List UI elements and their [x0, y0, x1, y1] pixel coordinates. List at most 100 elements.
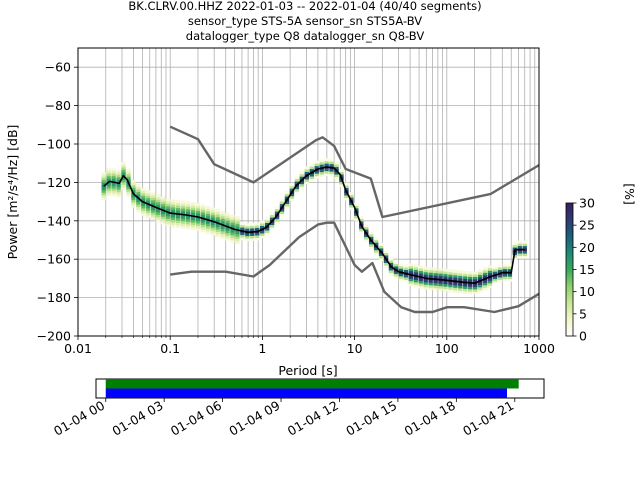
density-cell: [438, 283, 443, 287]
density-cell: [146, 195, 151, 199]
density-cell: [487, 267, 493, 271]
density-cell: [225, 220, 230, 224]
density-cell: [294, 181, 300, 185]
timeline-bar: [105, 379, 519, 389]
density-cell: [354, 205, 359, 209]
density-cell: [472, 288, 478, 292]
density-cell: [383, 249, 389, 253]
density-cell: [522, 250, 527, 254]
density-cell: [136, 204, 141, 208]
density-cell: [195, 212, 201, 216]
density-cell: [418, 283, 423, 287]
density-cell: [438, 268, 443, 272]
density-cell: [378, 245, 384, 249]
density-cell: [482, 282, 488, 286]
density-cell: [492, 268, 498, 272]
density-cell: [294, 186, 300, 190]
density-cell: [339, 181, 344, 185]
density-cell: [170, 216, 176, 220]
density-cell: [225, 237, 230, 241]
density-cell: [299, 186, 305, 190]
density-cell: [423, 266, 428, 270]
density-cell: [190, 227, 196, 231]
density-cell: [433, 275, 438, 279]
density-cell: [344, 185, 349, 189]
density-cell: [463, 290, 468, 294]
density-cell: [324, 163, 329, 167]
density-cell: [235, 216, 240, 220]
density-cell: [319, 164, 324, 168]
density-cell: [324, 170, 329, 174]
density-cell: [190, 204, 196, 208]
density-cell: [477, 281, 483, 285]
density-cell: [255, 224, 260, 228]
density-cell: [443, 273, 448, 277]
density-cell: [507, 278, 513, 282]
density-cell: [141, 190, 146, 194]
density-cell: [101, 182, 106, 186]
density-cell: [121, 181, 126, 185]
density-cell: [472, 273, 478, 277]
density-cell: [240, 234, 245, 238]
density-cell: [393, 270, 399, 274]
density-cell: [146, 200, 151, 204]
density-cell: [146, 192, 151, 196]
density-cell: [428, 284, 433, 288]
noise-model-high-line: [169, 125, 540, 219]
density-cell: [373, 239, 379, 243]
density-cell: [433, 272, 438, 276]
density-cell: [160, 206, 166, 210]
density-cell: [408, 275, 413, 279]
density-cell: [126, 171, 131, 175]
density-cell: [205, 213, 210, 217]
density-cell: [433, 270, 438, 274]
density-cell: [111, 188, 116, 192]
density-cell: [477, 284, 483, 288]
colorbar-tick-label: 0: [579, 329, 587, 344]
density-cell: [418, 268, 423, 272]
density-cell: [121, 164, 126, 168]
x-tick-label: 10: [347, 341, 363, 356]
density-cell: [314, 175, 319, 179]
density-cell: [255, 234, 260, 238]
density-cell: [151, 202, 156, 206]
density-cell: [101, 177, 106, 181]
density-cell: [106, 168, 111, 172]
density-cell: [512, 257, 518, 261]
density-cell: [121, 176, 126, 180]
density-cell: [185, 208, 191, 212]
density-cell: [438, 288, 443, 292]
density-cell: [299, 173, 305, 177]
density-cell: [180, 223, 186, 227]
density-cell: [116, 194, 121, 198]
density-cell: [111, 185, 116, 189]
density-cell: [121, 186, 126, 190]
density-cell: [116, 189, 121, 193]
density-cell: [220, 218, 225, 222]
density-cell: [210, 214, 215, 218]
density-cell: [101, 174, 106, 178]
density-cell: [512, 247, 518, 251]
density-cell: [413, 281, 418, 285]
density-cell: [106, 178, 111, 182]
density-cell: [512, 254, 518, 258]
density-cell: [314, 163, 319, 167]
density-cell: [339, 183, 344, 187]
density-cell: [126, 176, 131, 180]
density-cell: [240, 224, 245, 228]
density-cell: [126, 178, 131, 182]
density-cell: [393, 265, 399, 269]
density-cell: [205, 220, 210, 224]
density-cell: [141, 205, 146, 209]
density-cell: [151, 207, 156, 211]
density-cell: [146, 205, 151, 209]
density-cell: [279, 198, 285, 202]
density-cell: [458, 290, 463, 294]
density-cell: [418, 265, 423, 269]
density-cell: [220, 235, 225, 239]
density-cell: [116, 179, 121, 183]
density-cell: [111, 168, 116, 172]
density-cell: [423, 269, 428, 273]
density-cell: [463, 285, 468, 289]
density-cell: [220, 230, 225, 234]
